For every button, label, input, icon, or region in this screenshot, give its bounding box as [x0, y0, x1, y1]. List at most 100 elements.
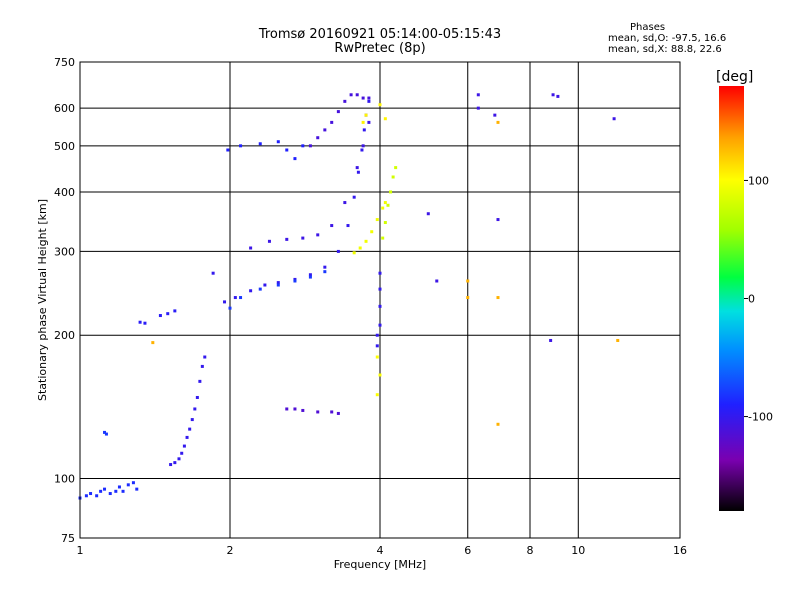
colorbar-tick-label: 100 [748, 174, 769, 187]
data-point [316, 410, 320, 414]
x-tick-label: 6 [464, 544, 471, 557]
data-point [285, 148, 289, 152]
scatter-points [78, 93, 620, 500]
data-point [285, 407, 289, 411]
colorbar-ticks: 100 0 -100 [744, 174, 773, 424]
y-tick-label: 100 [54, 473, 75, 486]
data-point [173, 309, 177, 313]
data-point [135, 487, 139, 491]
data-point [84, 494, 88, 498]
data-point [200, 364, 204, 368]
data-point [276, 283, 280, 287]
data-point [203, 355, 207, 359]
data-point [346, 224, 350, 228]
data-point [383, 117, 387, 121]
data-point [180, 451, 184, 455]
y-tick-label: 500 [54, 140, 75, 153]
data-point [138, 320, 142, 324]
chart-title-line1: Tromsø 20160921 05:14:00-05:15:43 [258, 27, 502, 42]
data-point [99, 489, 103, 493]
data-point [182, 444, 186, 448]
data-point [308, 273, 312, 277]
data-point [355, 93, 359, 97]
data-point [367, 120, 371, 124]
data-point [193, 407, 197, 411]
data-point [556, 94, 560, 98]
data-point [276, 281, 280, 285]
data-point [356, 170, 360, 174]
data-point [549, 338, 553, 342]
data-point [362, 128, 366, 132]
data-point [323, 128, 327, 132]
data-point [352, 251, 356, 255]
colorbar [719, 86, 744, 511]
data-point [361, 144, 365, 148]
data-point [173, 461, 177, 465]
data-point [95, 494, 99, 498]
data-point [233, 296, 237, 300]
plot-frame [79, 61, 681, 539]
data-point [104, 432, 108, 436]
phases-o-stats: mean, sd,O: -97.5, 16.6 [608, 33, 727, 44]
data-point [285, 237, 289, 241]
data-point [308, 144, 312, 148]
phases-x-stats: mean, sd,X: 88.8, 22.6 [608, 44, 722, 55]
data-point [258, 287, 262, 291]
y-tick-label: 75 [61, 532, 75, 545]
data-point [336, 411, 340, 415]
data-point [386, 203, 390, 207]
data-point [375, 218, 379, 222]
y-tick-label: 600 [54, 102, 75, 115]
data-point [316, 136, 320, 140]
chart-title-line2: RwPretec (8p) [334, 41, 426, 56]
data-point [375, 393, 379, 397]
data-point [367, 99, 371, 103]
phases-label: Phases [630, 22, 666, 33]
data-point [131, 481, 135, 485]
data-point [249, 246, 253, 250]
data-point [381, 206, 385, 210]
data-point [301, 236, 305, 240]
colorbar-unit-label: [deg] [716, 69, 754, 85]
data-point [228, 306, 232, 310]
data-point [378, 373, 382, 377]
y-tick-label: 300 [54, 245, 75, 258]
data-point [239, 296, 243, 300]
data-point [466, 279, 470, 283]
data-point [383, 221, 387, 225]
y-tick-labels: 75 100 200 300 400 500 600 750 [54, 56, 75, 545]
data-point [612, 117, 616, 121]
data-point [121, 489, 125, 493]
data-point [276, 140, 280, 144]
data-point [114, 489, 118, 493]
data-point [249, 289, 253, 293]
x-tick-label: 4 [377, 544, 384, 557]
data-point [223, 300, 227, 304]
data-point [166, 312, 170, 316]
colorbar-tick-label: -100 [748, 411, 773, 424]
data-point [496, 120, 500, 124]
data-point [316, 233, 320, 237]
data-point [126, 483, 130, 487]
data-point [361, 96, 365, 100]
data-point [378, 287, 382, 291]
data-point [383, 201, 387, 205]
data-point [435, 279, 439, 283]
data-point [158, 314, 162, 318]
data-point [267, 239, 271, 243]
data-point [151, 341, 155, 345]
data-point [226, 148, 230, 152]
grid-lines [79, 61, 681, 539]
data-point [466, 296, 470, 300]
x-tick-label: 8 [527, 544, 534, 557]
data-point [108, 492, 112, 496]
data-point [330, 224, 334, 228]
data-point [378, 103, 382, 107]
data-point [364, 239, 368, 243]
y-axis-label: Stationary phase Virtual Height [km] [36, 199, 49, 401]
data-point [89, 492, 93, 496]
data-point [336, 110, 340, 114]
data-point [293, 407, 297, 411]
x-tick-labels: 1 2 4 6 8 10 16 [77, 544, 688, 557]
